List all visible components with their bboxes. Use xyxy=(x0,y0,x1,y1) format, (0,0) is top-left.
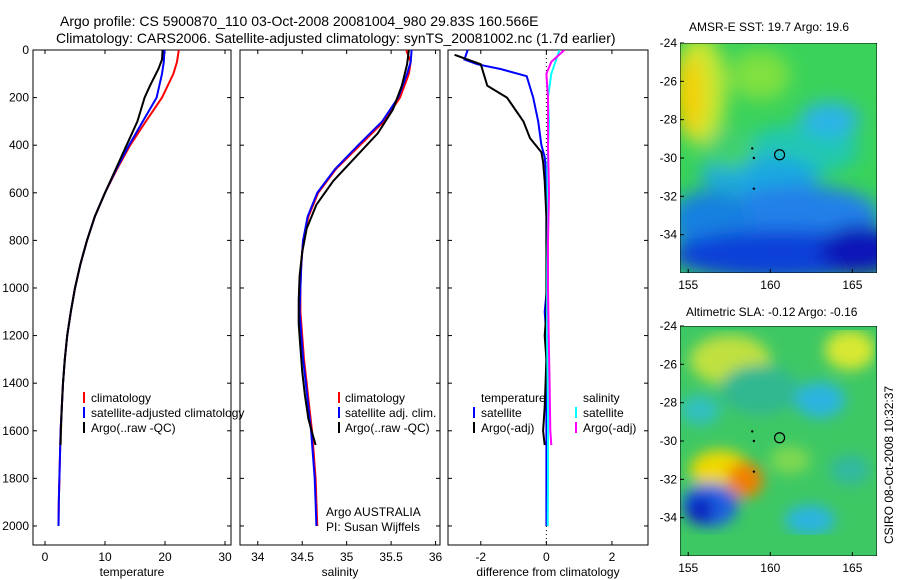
salinity-legend: climatology satellite adj. clim. Argo(..… xyxy=(326,391,436,534)
y-tick-label: 800 xyxy=(9,233,29,247)
temperature-axes-frame xyxy=(32,49,232,546)
salinity-xlabel: salinity xyxy=(322,565,359,579)
map-y-tick-label: -34 xyxy=(660,228,678,242)
temperature-panel: 0 10 20 30 temperature 0 200 400 600 800 1000 1200 1… xyxy=(2,43,232,579)
legend-label: climatology xyxy=(91,391,151,405)
y-tick-label: 1000 xyxy=(2,281,29,295)
legend-header-salinity: salinity xyxy=(583,391,620,405)
y-tick-label: 0 xyxy=(22,43,29,57)
island-dot xyxy=(751,147,754,150)
difference-legend: temperature salinity satellite Argo(-adj… xyxy=(473,391,636,435)
salinity-series-climatology xyxy=(299,50,412,527)
map-x-tick-label: 160 xyxy=(760,561,780,575)
map-x-tick-label: 165 xyxy=(842,278,862,292)
y-tick-label: 1600 xyxy=(2,424,29,438)
map-y-tick-label: -34 xyxy=(660,511,678,525)
title-line-1: Argo profile: CS 5900870_110 03-Oct-2008… xyxy=(60,13,538,29)
x-tick-label: 20 xyxy=(158,550,172,564)
legend-label: Argo(-adj) xyxy=(481,421,534,435)
y-tick-label: 400 xyxy=(9,138,29,152)
difference-xlabel: difference from climatology xyxy=(476,565,619,579)
salinity-series-satellite-adj-clim- xyxy=(298,50,413,527)
legend-label: climatology xyxy=(345,391,405,405)
sla-map: Altimetric SLA: -0.12 Argo: -0.16 155 160… xyxy=(660,305,877,575)
x-tick-label: 0 xyxy=(42,550,49,564)
annotation-line-2: PI: Susan Wijffels xyxy=(326,520,420,534)
x-tick-label: 35.5 xyxy=(379,550,403,564)
sla-map-axes: 155 160 165 -24 -26 -28 -30 -32 -34 xyxy=(660,319,863,575)
map-y-tick-label: -28 xyxy=(660,113,678,127)
legend-label: satellite xyxy=(481,406,522,420)
map-x-tick-label: 155 xyxy=(678,278,698,292)
map-x-tick-label: 165 xyxy=(842,561,862,575)
temperature-legend: climatology satellite-adjusted climatolo… xyxy=(83,391,244,435)
map-y-tick-label: -30 xyxy=(660,151,678,165)
legend-label: Argo(-adj) xyxy=(583,421,636,435)
salinity-axes-frame xyxy=(239,49,441,546)
x-tick-label: 30 xyxy=(218,550,232,564)
y-tick-label: 2000 xyxy=(2,519,29,533)
legend-label: satellite adj. clim. xyxy=(345,406,436,420)
legend-label: satellite xyxy=(583,406,624,420)
sst-map-axes: 155 160 165 -24 -26 -28 -30 -32 -34 xyxy=(660,36,863,292)
x-tick-label: 10 xyxy=(98,550,112,564)
x-tick-label: 36 xyxy=(429,550,443,564)
y-tick-label: 1200 xyxy=(2,329,29,343)
map-y-tick-label: -24 xyxy=(660,319,678,333)
map-y-tick-label: -26 xyxy=(660,74,678,88)
salinity-series-argo-raw-qc- xyxy=(297,50,410,446)
map-x-tick-label: 160 xyxy=(760,278,780,292)
map-y-tick-label: -32 xyxy=(660,472,678,486)
y-tick-label: 1800 xyxy=(2,471,29,485)
sst-map-title: AMSR-E SST: 19.7 Argo: 19.6 xyxy=(689,20,849,34)
y-tick-label: 200 xyxy=(9,91,29,105)
temperature-series-argo-raw-qc- xyxy=(59,50,164,446)
salinity-panel: 34 34.5 35 35.5 36 salinity xyxy=(239,49,443,579)
legend-label: satellite-adjusted climatology xyxy=(91,406,244,420)
sst-argo-marker xyxy=(773,149,786,161)
temperature-series-climatology xyxy=(57,50,180,527)
map-y-tick-label: -32 xyxy=(660,189,678,203)
x-tick-label: -2 xyxy=(475,550,486,564)
x-tick-label: 0 xyxy=(543,550,550,564)
island-dot xyxy=(751,430,754,433)
difference-series-temperature-satellite xyxy=(463,50,549,526)
map-y-tick-label: -28 xyxy=(660,396,678,410)
y-tick-label: 600 xyxy=(9,186,29,200)
sst-map: AMSR-E SST: 19.7 Argo: 19.6 155 160 165 -24… xyxy=(660,20,877,292)
map-y-tick-label: -26 xyxy=(660,357,678,371)
x-tick-label: 34.5 xyxy=(291,550,315,564)
island-dot xyxy=(752,439,756,443)
map-x-tick-label: 155 xyxy=(678,561,698,575)
title-line-2: Climatology: CARS2006. Satellite-adjuste… xyxy=(56,30,616,46)
y-tick-label: 1400 xyxy=(2,376,29,390)
x-tick-label: 34 xyxy=(251,550,265,564)
difference-series-salinity-argo-adj- xyxy=(545,50,566,446)
island-dot xyxy=(752,470,756,473)
legend-header-temperature: temperature xyxy=(481,391,546,405)
temperature-xlabel: temperature xyxy=(100,565,165,579)
difference-series-temperature-argo-adj- xyxy=(454,53,548,446)
difference-axes-frame xyxy=(447,49,649,546)
map-y-tick-label: -30 xyxy=(660,434,678,448)
map-y-tick-label: -24 xyxy=(660,36,678,50)
annotation-line-1: Argo AUSTRALIA xyxy=(326,505,421,519)
footer-stamp: CSIRO 08-Oct-2008 10:32:37 xyxy=(882,386,896,544)
legend-label: Argo(..raw -QC) xyxy=(345,421,430,435)
x-tick-label: 2 xyxy=(609,550,616,564)
island-dot xyxy=(752,187,756,190)
sla-map-title: Altimetric SLA: -0.12 Argo: -0.16 xyxy=(686,305,858,319)
island-dot xyxy=(752,156,756,160)
sla-argo-marker xyxy=(773,432,786,444)
x-tick-label: 35 xyxy=(340,550,354,564)
legend-label: Argo(..raw -QC) xyxy=(91,421,176,435)
